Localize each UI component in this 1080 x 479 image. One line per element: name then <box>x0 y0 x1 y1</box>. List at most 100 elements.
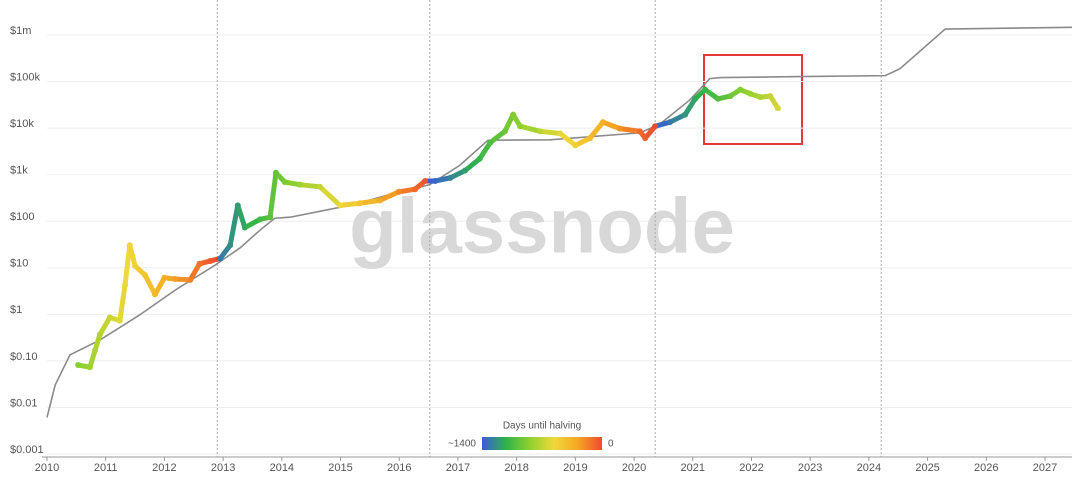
price-point <box>666 119 673 126</box>
price-point <box>106 314 113 321</box>
price-point <box>234 202 241 209</box>
y-tick-label: $10 <box>10 258 28 270</box>
price-segment <box>537 128 563 136</box>
price-point <box>599 119 606 126</box>
x-tick-label: 2012 <box>152 462 176 474</box>
price-point <box>572 142 579 149</box>
price-segment <box>142 272 158 297</box>
x-tick-label: 2016 <box>387 462 411 474</box>
x-tick-label: 2017 <box>446 462 470 474</box>
price-point <box>422 177 429 184</box>
y-tick-label: $1 <box>10 304 22 316</box>
price-point <box>75 361 82 368</box>
x-tick-label: 2010 <box>35 462 59 474</box>
y-tick-label: $1k <box>10 165 28 177</box>
price-point <box>241 224 248 231</box>
price-point <box>517 123 524 130</box>
price-point <box>356 200 363 207</box>
price-point <box>557 130 564 137</box>
price-segment <box>357 197 383 206</box>
price-segment <box>317 184 343 208</box>
x-tick-label: 2022 <box>739 462 763 474</box>
price-segment <box>97 315 113 338</box>
price-segment <box>502 112 516 134</box>
watermark: glassnode <box>349 182 735 270</box>
x-tick-label: 2015 <box>328 462 352 474</box>
y-tick-label: $100k <box>10 71 40 83</box>
price-point <box>187 276 194 283</box>
price-segment <box>235 202 248 231</box>
price-point <box>207 257 214 264</box>
x-tick-label: 2011 <box>94 462 118 474</box>
x-tick-label: 2019 <box>563 462 587 474</box>
price-point <box>747 90 754 97</box>
y-tick-label: $0.10 <box>10 351 38 363</box>
price-point <box>152 291 159 298</box>
price-segment <box>187 261 203 283</box>
price-point <box>196 260 203 267</box>
price-point <box>461 167 468 174</box>
price-point <box>96 331 103 338</box>
price-point <box>432 177 439 184</box>
price-point <box>297 181 304 188</box>
x-tick-label: 2023 <box>798 462 822 474</box>
x-tick-label: 2027 <box>1033 462 1057 474</box>
x-tick-label: 2021 <box>681 462 705 474</box>
price-segment <box>517 123 543 134</box>
price-point <box>537 128 544 135</box>
price-segment <box>117 282 128 324</box>
colorbar-min-label: ~1400 <box>448 439 477 450</box>
colorbar <box>482 437 602 450</box>
price-segment <box>267 170 279 220</box>
price-point <box>122 282 129 289</box>
price-point <box>217 255 224 262</box>
x-tick-label: 2013 <box>211 462 235 474</box>
price-segment <box>377 189 402 203</box>
price-point <box>281 179 288 186</box>
price-point <box>227 242 234 249</box>
y-tick-label: $100 <box>10 211 34 223</box>
x-tick-label: 2018 <box>504 462 528 474</box>
price-segment <box>600 119 623 132</box>
price-point <box>727 93 734 100</box>
colorbar-max-label: 0 <box>608 439 614 450</box>
price-segment <box>682 96 698 118</box>
highlight-box <box>703 54 803 145</box>
y-tick-label: $10k <box>10 118 34 130</box>
price-point <box>86 364 93 371</box>
y-tick-label: $1m <box>10 25 31 37</box>
price-point <box>774 105 781 112</box>
price-segment <box>617 126 643 134</box>
colorbar-title: Days until halving <box>503 421 581 432</box>
price-point <box>412 186 419 193</box>
price-point <box>476 155 483 162</box>
price-point <box>636 128 643 135</box>
price-point <box>126 242 133 249</box>
price-point <box>642 135 649 142</box>
price-point <box>587 135 594 142</box>
price-segment <box>477 140 493 162</box>
price-point <box>161 274 168 281</box>
price-point <box>767 93 774 100</box>
price-point <box>171 276 178 283</box>
x-tick-label: 2014 <box>270 462 294 474</box>
price-point <box>447 174 454 181</box>
price-point <box>692 95 699 102</box>
x-tick-label: 2025 <box>915 462 939 474</box>
price-point <box>702 86 709 93</box>
x-tick-label: 2024 <box>857 462 881 474</box>
price-segment <box>337 200 363 208</box>
price-segment <box>557 130 578 148</box>
price-point <box>257 216 264 223</box>
price-point <box>487 139 494 146</box>
price-point <box>272 169 279 176</box>
price-point <box>395 188 402 195</box>
price-point <box>652 123 659 130</box>
price-point <box>682 111 689 118</box>
price-segment <box>487 128 508 146</box>
price-point <box>757 94 764 101</box>
x-tick-label: 2020 <box>622 462 646 474</box>
price-segment <box>462 156 483 174</box>
y-tick-label: $0.01 <box>10 397 38 409</box>
